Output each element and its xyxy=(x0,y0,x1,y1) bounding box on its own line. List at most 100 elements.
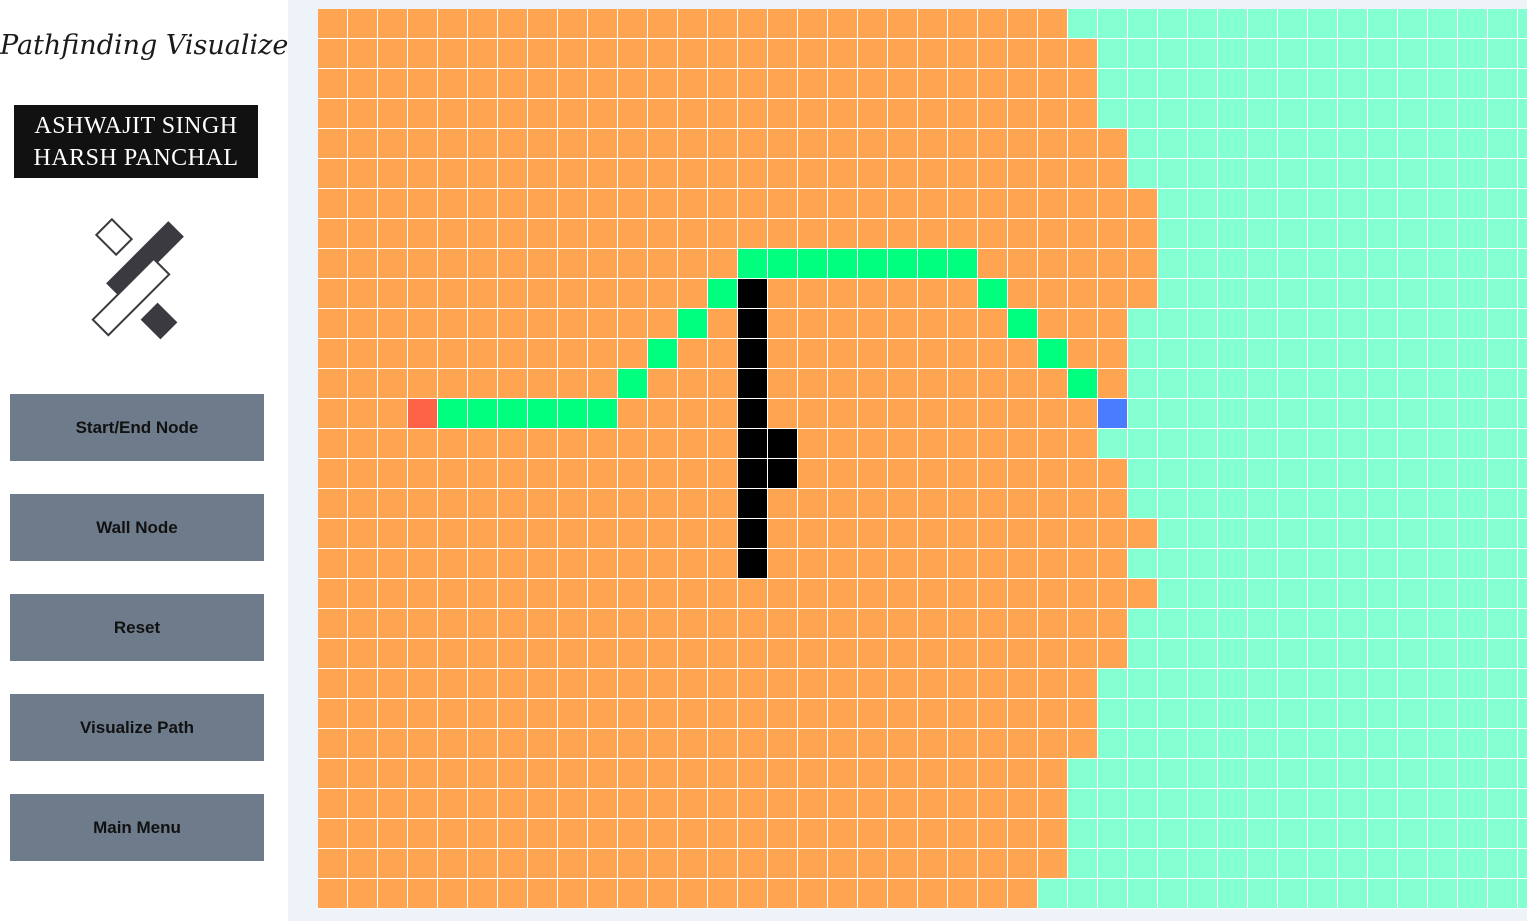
visited-node[interactable] xyxy=(918,639,947,668)
grid-node[interactable] xyxy=(1218,489,1247,518)
visited-node[interactable] xyxy=(378,579,407,608)
visited-node[interactable] xyxy=(888,579,917,608)
visited-node[interactable] xyxy=(378,459,407,488)
grid-node[interactable] xyxy=(1308,159,1337,188)
grid-node[interactable] xyxy=(1248,639,1277,668)
grid-node[interactable] xyxy=(1338,639,1367,668)
visited-node[interactable] xyxy=(948,849,977,878)
grid-node[interactable] xyxy=(1488,309,1517,338)
visited-node[interactable] xyxy=(408,99,437,128)
grid-node[interactable] xyxy=(1458,129,1487,158)
grid-node[interactable] xyxy=(1248,9,1277,38)
grid-node[interactable] xyxy=(1158,249,1187,278)
visited-node[interactable] xyxy=(738,639,767,668)
grid-node[interactable] xyxy=(1368,519,1397,548)
visited-node[interactable] xyxy=(798,519,827,548)
grid-node[interactable] xyxy=(1398,699,1427,728)
grid-node[interactable] xyxy=(1398,339,1427,368)
grid-node[interactable] xyxy=(1158,789,1187,818)
visited-node[interactable] xyxy=(318,609,347,638)
visited-node[interactable] xyxy=(948,819,977,848)
visited-node[interactable] xyxy=(648,459,677,488)
visited-node[interactable] xyxy=(468,249,497,278)
visited-node[interactable] xyxy=(648,879,677,908)
grid-node[interactable] xyxy=(1308,399,1337,428)
visited-node[interactable] xyxy=(1038,279,1067,308)
visited-node[interactable] xyxy=(1068,129,1097,158)
visited-node[interactable] xyxy=(978,759,1007,788)
visited-node[interactable] xyxy=(618,789,647,818)
visited-node[interactable] xyxy=(768,159,797,188)
grid-node[interactable] xyxy=(1518,249,1527,278)
grid-node[interactable] xyxy=(1188,39,1217,68)
grid-node[interactable] xyxy=(1488,399,1517,428)
grid-node[interactable] xyxy=(1218,579,1247,608)
grid-node[interactable] xyxy=(1278,159,1307,188)
grid-node[interactable] xyxy=(1488,39,1517,68)
visited-node[interactable] xyxy=(558,249,587,278)
grid-node[interactable] xyxy=(1248,99,1277,128)
visited-node[interactable] xyxy=(708,399,737,428)
grid-node[interactable] xyxy=(1248,819,1277,848)
grid-node[interactable] xyxy=(1278,69,1307,98)
grid-node[interactable] xyxy=(1338,249,1367,278)
visited-node[interactable] xyxy=(438,279,467,308)
visited-node[interactable] xyxy=(678,39,707,68)
visited-node[interactable] xyxy=(828,789,857,818)
visited-node[interactable] xyxy=(948,399,977,428)
visited-node[interactable] xyxy=(588,249,617,278)
grid-node[interactable] xyxy=(1188,669,1217,698)
visited-node[interactable] xyxy=(888,339,917,368)
grid-node[interactable] xyxy=(1128,369,1157,398)
grid-node[interactable] xyxy=(1368,489,1397,518)
visited-node[interactable] xyxy=(558,669,587,698)
visited-node[interactable] xyxy=(888,129,917,158)
visited-node[interactable] xyxy=(948,159,977,188)
visited-node[interactable] xyxy=(678,579,707,608)
visited-node[interactable] xyxy=(768,369,797,398)
visited-node[interactable] xyxy=(738,879,767,908)
visited-node[interactable] xyxy=(438,189,467,218)
grid-node[interactable] xyxy=(1128,669,1157,698)
visualize-path-button[interactable]: Visualize Path xyxy=(10,694,264,761)
visited-node[interactable] xyxy=(918,489,947,518)
visited-node[interactable] xyxy=(858,399,887,428)
visited-node[interactable] xyxy=(378,399,407,428)
visited-node[interactable] xyxy=(978,729,1007,758)
visited-node[interactable] xyxy=(378,849,407,878)
visited-node[interactable] xyxy=(1008,669,1037,698)
visited-node[interactable] xyxy=(678,459,707,488)
visited-node[interactable] xyxy=(1068,279,1097,308)
visited-node[interactable] xyxy=(858,99,887,128)
grid-node[interactable] xyxy=(1368,729,1397,758)
visited-node[interactable] xyxy=(348,669,377,698)
grid-node[interactable] xyxy=(1458,519,1487,548)
grid-node[interactable] xyxy=(1248,759,1277,788)
grid-node[interactable] xyxy=(1368,399,1397,428)
visited-node[interactable] xyxy=(648,489,677,518)
visited-node[interactable] xyxy=(948,639,977,668)
visited-node[interactable] xyxy=(858,219,887,248)
visited-node[interactable] xyxy=(618,339,647,368)
visited-node[interactable] xyxy=(678,879,707,908)
grid-node[interactable] xyxy=(1158,159,1187,188)
grid-node[interactable] xyxy=(1218,729,1247,758)
visited-node[interactable] xyxy=(378,99,407,128)
grid-node[interactable] xyxy=(1248,519,1277,548)
grid-node[interactable] xyxy=(1218,429,1247,458)
visited-node[interactable] xyxy=(588,549,617,578)
grid-node[interactable] xyxy=(1308,279,1337,308)
visited-node[interactable] xyxy=(348,849,377,878)
visited-node[interactable] xyxy=(1098,609,1127,638)
visited-node[interactable] xyxy=(468,459,497,488)
visited-node[interactable] xyxy=(348,609,377,638)
visited-node[interactable] xyxy=(1008,69,1037,98)
grid-node[interactable] xyxy=(1278,249,1307,278)
visited-node[interactable] xyxy=(708,99,737,128)
grid-node[interactable] xyxy=(1068,9,1097,38)
visited-node[interactable] xyxy=(408,129,437,158)
visited-node[interactable] xyxy=(528,309,557,338)
visited-node[interactable] xyxy=(1098,249,1127,278)
visited-node[interactable] xyxy=(618,879,647,908)
visited-node[interactable] xyxy=(1008,549,1037,578)
